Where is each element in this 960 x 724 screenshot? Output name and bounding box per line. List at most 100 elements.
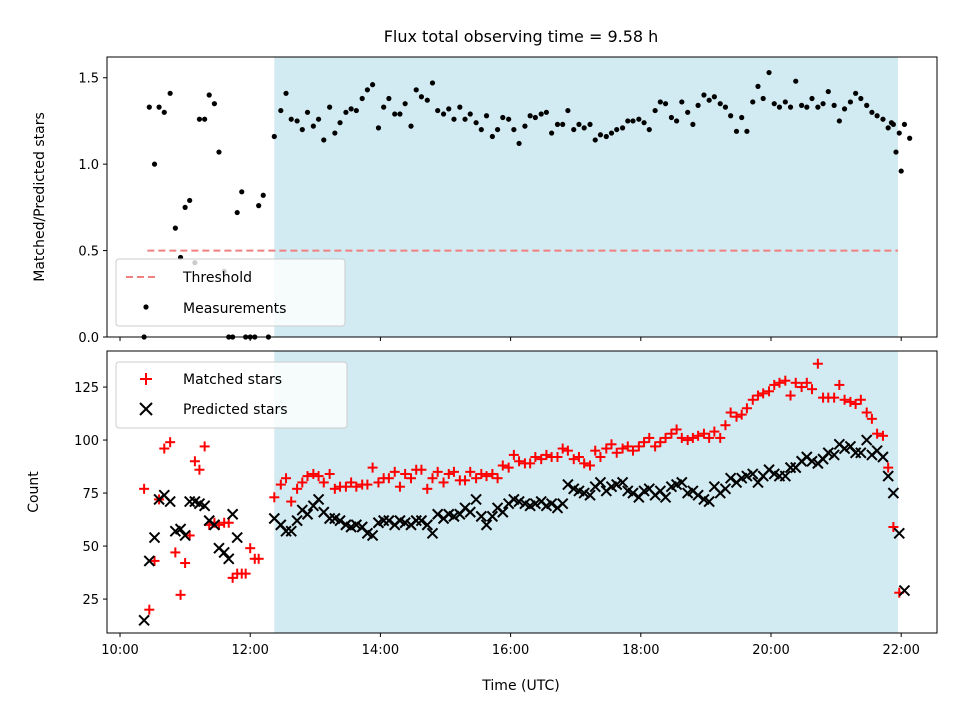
matched-point xyxy=(497,460,508,471)
measurement-point xyxy=(543,109,550,115)
matched-point xyxy=(367,462,378,473)
measurement-point xyxy=(397,111,403,117)
predicted-point xyxy=(692,489,704,501)
measurement-point xyxy=(392,111,398,117)
measurement-point xyxy=(804,104,810,110)
measurement-point xyxy=(187,197,193,204)
ratio-y-axis-label: Matched/Predicted stars xyxy=(32,112,48,282)
matched-point xyxy=(698,428,709,439)
matched-point xyxy=(460,475,471,486)
measurement-point xyxy=(587,121,593,128)
matched-point xyxy=(573,452,584,463)
predicted-point xyxy=(218,546,230,559)
measurement-point xyxy=(630,118,636,124)
measurement-point xyxy=(831,102,837,108)
measurement-point xyxy=(776,104,783,110)
measurement-point xyxy=(299,126,305,133)
measurement-point xyxy=(304,109,311,115)
measurement-point xyxy=(402,101,408,107)
measurement-point xyxy=(206,92,212,98)
matched-point xyxy=(622,441,633,452)
matched-point xyxy=(448,466,459,477)
measurement-point xyxy=(462,116,468,122)
predicted-point xyxy=(470,493,482,506)
measurement-point xyxy=(151,161,158,167)
measurement-point xyxy=(446,106,452,112)
matched-point xyxy=(373,477,384,488)
measurement-point xyxy=(662,101,669,107)
matched-point xyxy=(481,471,492,482)
measurement-point xyxy=(825,88,831,95)
matched-point xyxy=(801,377,812,388)
predicted-point xyxy=(486,510,499,523)
measurement-point xyxy=(847,99,854,105)
matched-point xyxy=(144,604,155,615)
ratio-legend: Threshold Measurements xyxy=(115,258,346,327)
matched-point xyxy=(655,437,666,448)
matched-point xyxy=(406,473,417,484)
matched-point xyxy=(557,443,568,454)
matched-point xyxy=(633,441,644,452)
matched-point xyxy=(736,409,747,420)
measurement-point xyxy=(315,116,322,122)
y-tick-label: 25 xyxy=(82,593,99,608)
chart-title: Flux total observing time = 9.58 h xyxy=(384,27,659,46)
matched-point xyxy=(709,426,720,437)
matched-point xyxy=(253,553,264,564)
matched-point xyxy=(562,445,573,456)
measurement-point xyxy=(760,95,766,102)
matched-point xyxy=(595,452,606,463)
measurement-point xyxy=(278,107,284,114)
measurement-point xyxy=(636,116,642,122)
matched-point xyxy=(682,435,693,446)
matched-point xyxy=(660,432,671,443)
measurement-point xyxy=(440,111,447,117)
measurements-legend-label: Measurements xyxy=(183,301,286,317)
measurement-point xyxy=(652,107,658,114)
matched-point xyxy=(671,424,682,435)
matched-point xyxy=(627,445,638,456)
matched-point xyxy=(383,473,394,484)
measurement-point xyxy=(576,121,582,128)
matched-point xyxy=(432,466,443,477)
matched-point xyxy=(194,464,205,475)
measurement-point xyxy=(679,99,685,105)
observing-window-top xyxy=(274,57,898,337)
predicted-point xyxy=(724,472,737,484)
ratio-panel-frame xyxy=(106,56,938,338)
matched-point xyxy=(170,547,181,558)
matched-point xyxy=(861,407,872,418)
measurement-point xyxy=(375,125,382,131)
measurement-point xyxy=(239,189,245,195)
measurement-point xyxy=(256,203,262,209)
measurement-point xyxy=(429,80,436,86)
predicted-point xyxy=(882,470,894,482)
predicted-point xyxy=(198,500,211,512)
measurement-point xyxy=(478,126,484,133)
matched-point xyxy=(796,382,807,393)
measurement-point xyxy=(172,225,178,231)
measurement-point xyxy=(674,118,680,124)
matched-point xyxy=(552,452,563,463)
predicted-point xyxy=(148,531,161,544)
measurement-point xyxy=(348,106,354,112)
measurement-point xyxy=(798,102,805,108)
predicted-point xyxy=(584,489,596,501)
measurement-point xyxy=(657,99,663,105)
measurement-point xyxy=(182,204,188,210)
matched-point xyxy=(275,479,286,490)
matched-point xyxy=(362,479,373,490)
matched-point xyxy=(443,468,454,479)
predicted-point xyxy=(226,508,239,520)
measurement-point xyxy=(766,69,772,76)
measurement-point xyxy=(211,101,218,107)
predicted-point xyxy=(280,525,292,537)
counts-legend: Matched stars Predicted stars xyxy=(115,361,348,429)
measurement-point xyxy=(880,116,886,122)
matched-point xyxy=(199,441,210,452)
measurement-point xyxy=(722,104,729,110)
measurement-point xyxy=(560,121,566,128)
measurement-point xyxy=(858,95,864,102)
predicted-point xyxy=(174,523,187,535)
x-axis-label: Time (UTC) xyxy=(481,678,559,694)
